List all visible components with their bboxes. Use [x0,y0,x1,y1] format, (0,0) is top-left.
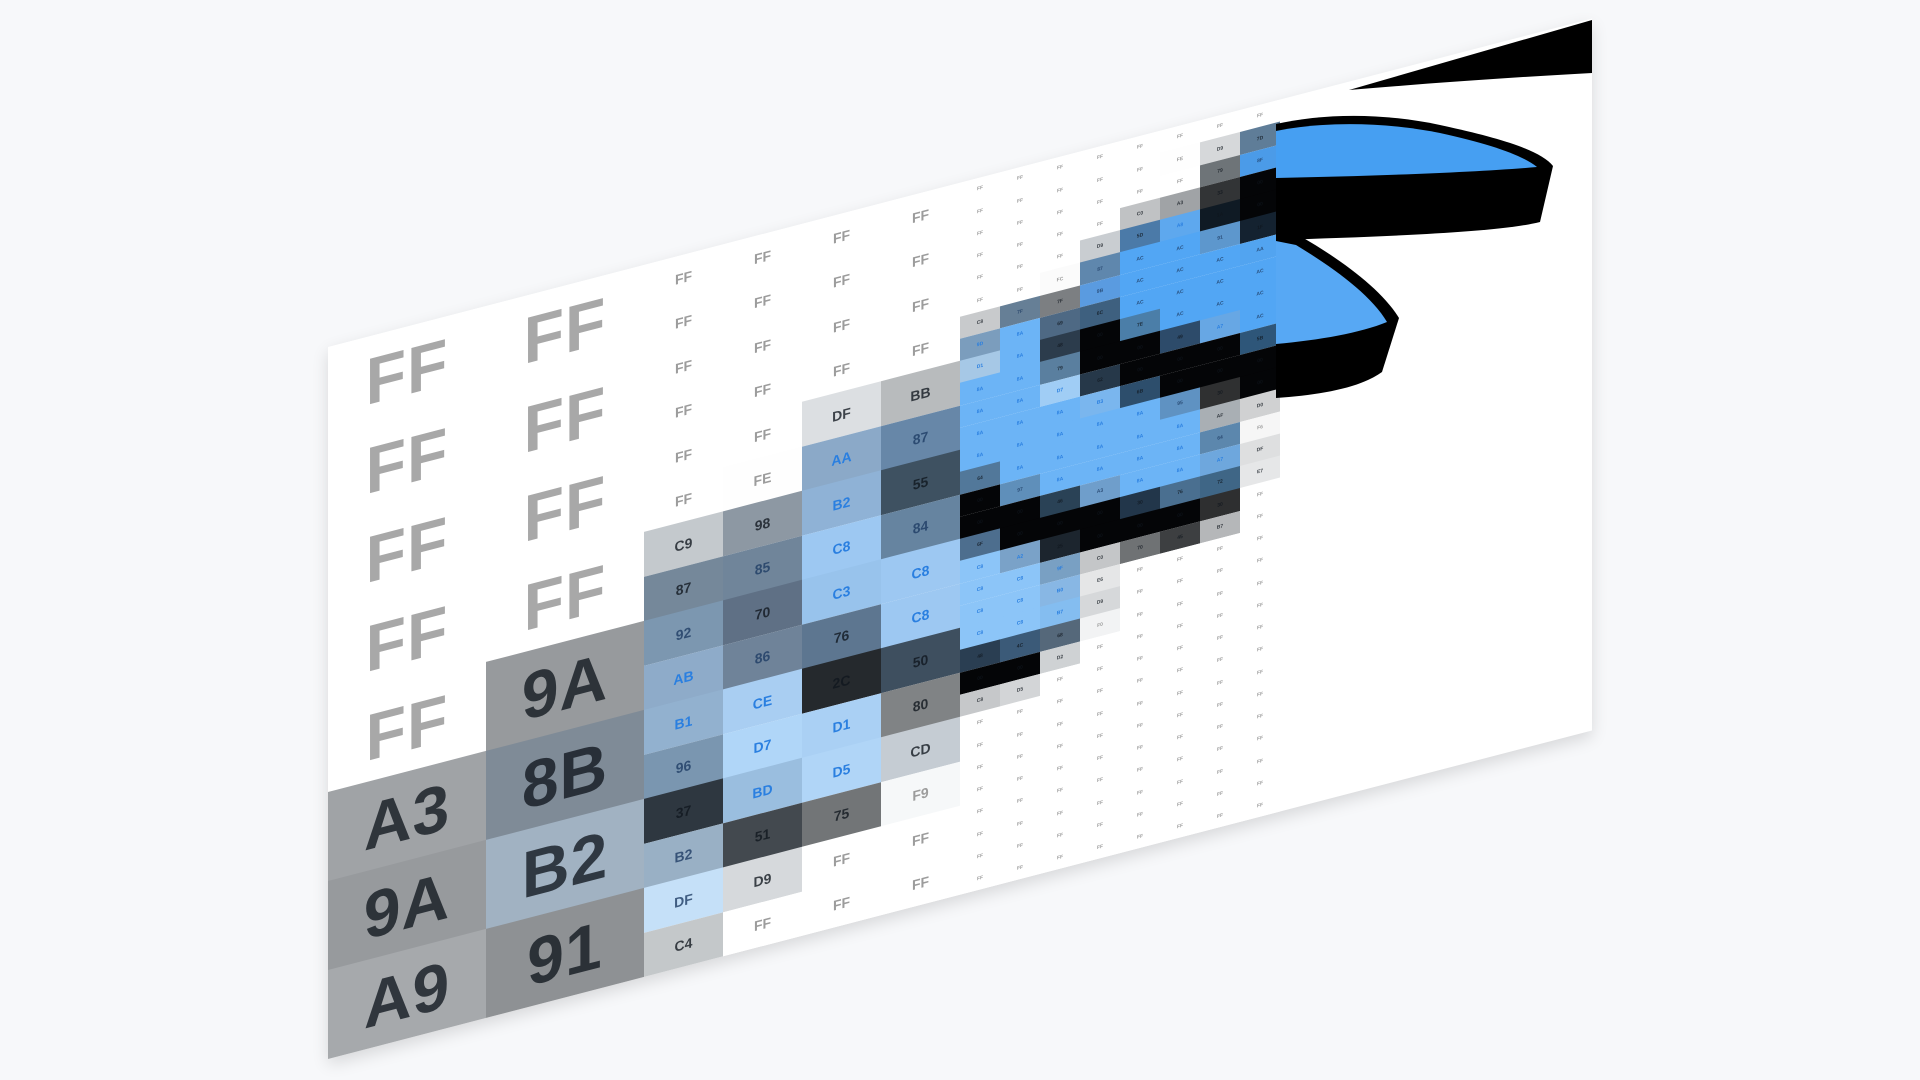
med-column: FF FF FF FF FF FE 98 85 70 86 CE D7 BD 51 D9 FF [723,223,802,957]
tiny-column: FF FF FF FF D9 87 9B 6C 00 00 62 B3 8A 8A 8A A3 00 00 C0 E6… [1080,141,1120,865]
tiny-column: FF 7D 8F 00 00 1F AA AC AC AC 5B 00 00 D0 F6 DF E7 FF FF FF… [1240,99,1280,823]
tiny-column: FF D9 79 33 1A 91 AC AC AC A7 00 00 30 AF 64 A7 72 30 B7 FF… [1200,109,1240,833]
tiny-column: FF FE FF A3 A8 AC AC AC AC 49 00 00 95 8A 8A 8A 76 00 45 FF… [1160,120,1200,844]
med-column: FF FF FF FF FF FF C9 87 92 AB B1 96 37 B2 DF C4 [644,244,723,978]
med-column: FF FF FF FF DF AA B2 C8 C3 76 2C D1 D5 75 FF FF [802,203,881,937]
pixel-grid-panel: FF FF FF FF FF A3 9A A9 FF FF FF FF 9A 8B B2 91 FF FF FF F… [328,18,1592,1059]
tiny-column: FF FF FF C0 5D AC AC AC 7E 00 00 6B 8A 8A 8A 8A 30 00 70 FF… [1120,130,1160,854]
med-column: FF FF FF FF BB 87 55 84 C8 C8 50 80 CD F9 FF FF [881,182,960,916]
tiny-column: FF FF FF FF FF FC 7F 69 48 79 D7 8A 8A 8A 8A 46 00 25 9F B0… [1040,151,1080,875]
big-column: FF FF FF FF FF A3 9A A9 [328,305,486,1059]
big-column: FF FF FF FF 9A 8B B2 91 [486,264,644,1019]
tiny-column: FF FF FF FF FF FF C8 9D D1 8A 8A 8A 8A 64 00 00 6F C8 C8 C8… [960,172,1000,896]
tiny-column: FF FF FF FF FF FF 7F 8A 8A 8A 8A 8A 8A 8A 97 00 00 A2 C8 C8… [1000,161,1040,885]
